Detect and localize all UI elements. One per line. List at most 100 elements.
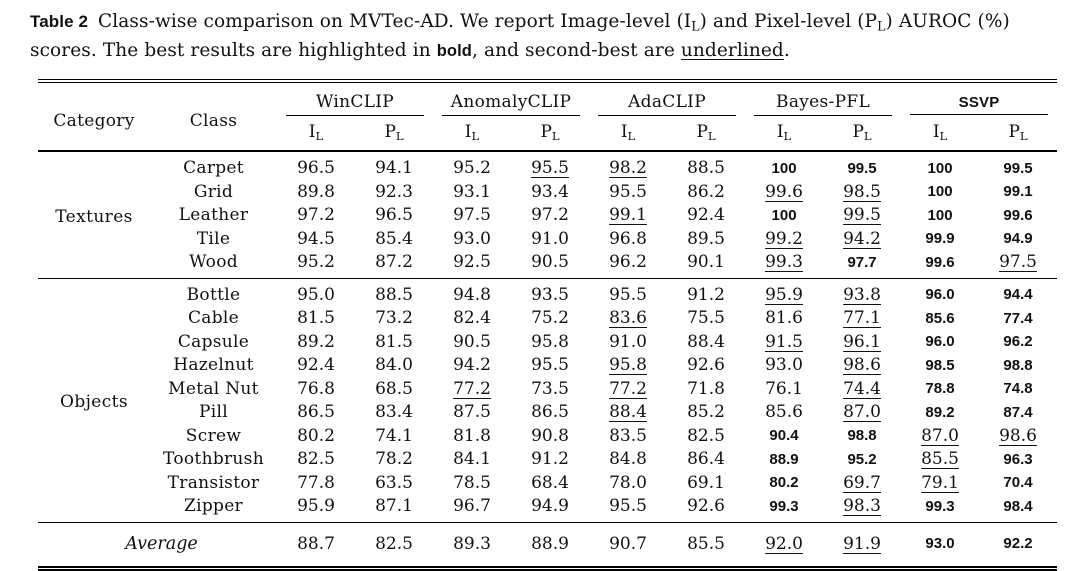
column-header-pl-2: PL bbox=[667, 116, 745, 151]
metric-cell: 91.0 bbox=[531, 228, 569, 249]
metric-cell: 98.5 bbox=[925, 356, 955, 374]
column-header-pl-3: PL bbox=[823, 116, 901, 151]
class-label: Carpet bbox=[183, 158, 244, 179]
metric-subscript: L bbox=[783, 129, 792, 144]
metric-cell: 99.3 bbox=[765, 252, 803, 273]
metric-cell: 77.2 bbox=[453, 378, 491, 399]
metric-cell: 88.4 bbox=[687, 331, 725, 352]
metric-cell: 94.1 bbox=[375, 158, 413, 179]
metric-cell: 99.9 bbox=[925, 230, 955, 248]
metric-letter: P bbox=[852, 122, 864, 143]
metric-cell: 89.5 bbox=[687, 228, 725, 249]
metric-cell: 97.5 bbox=[999, 252, 1037, 273]
metric-cell: 94.9 bbox=[1003, 230, 1033, 248]
metric-cell: 75.5 bbox=[687, 308, 725, 329]
metric-letter: I bbox=[776, 122, 784, 143]
metric-cell: 76.8 bbox=[297, 378, 335, 399]
class-label: Metal Nut bbox=[168, 378, 259, 399]
column-header-il-4: IL bbox=[901, 116, 979, 151]
average-section: Average 88.7 82.5 89.3 88.9 90.7 85.5 92.0 91.9 9… bbox=[38, 522, 1057, 568]
metric-cell: 96.2 bbox=[1003, 333, 1033, 351]
metric-subscript: L bbox=[707, 129, 716, 144]
metric-cell: 93.1 bbox=[453, 181, 491, 202]
header-metric-row: IL PL IL PL IL PL IL PL IL PL bbox=[38, 116, 1057, 151]
metric-cell: 99.1 bbox=[1003, 183, 1033, 201]
metric-cell: 99.6 bbox=[925, 253, 955, 271]
group-underline-rule bbox=[442, 115, 581, 117]
metric-cell: 95.2 bbox=[297, 252, 335, 273]
metric-subscript: L bbox=[863, 129, 872, 144]
average-metric-cell: 93.0 bbox=[925, 535, 955, 553]
column-header-il-3: IL bbox=[745, 116, 823, 151]
method-group-header-winclip: WinCLIP bbox=[277, 81, 433, 117]
metric-letter: I bbox=[620, 122, 628, 143]
metric-cell: 98.2 bbox=[609, 158, 647, 179]
metric-cell: 100 bbox=[771, 159, 797, 177]
metric-cell: 92.3 bbox=[375, 181, 413, 202]
metric-cell: 73.2 bbox=[375, 308, 413, 329]
metric-cell: 99.6 bbox=[765, 181, 803, 202]
class-label: Screw bbox=[185, 425, 242, 446]
table-header: Category Class WinCLIP AnomalyCLIP AdaCLIP… bbox=[38, 81, 1057, 152]
metric-cell: 87.5 bbox=[453, 402, 491, 423]
metric-cell: 89.2 bbox=[925, 403, 955, 421]
metric-cell: 89.2 bbox=[297, 331, 335, 352]
metric-cell: 78.8 bbox=[925, 380, 955, 398]
group-underline-rule bbox=[598, 115, 737, 117]
table-row: Toothbrush 82.5 78.2 84.1 91.2 84.8 86.4 88.9 95… bbox=[38, 447, 1057, 471]
metric-cell: 90.1 bbox=[687, 252, 725, 273]
section-textures: Textures Carpet 96.5 94.1 95.2 95.5 98.2 88.5 10… bbox=[38, 151, 1057, 279]
metric-cell: 71.8 bbox=[687, 378, 725, 399]
metric-cell: 92.6 bbox=[687, 496, 725, 517]
method-name: AdaCLIP bbox=[628, 92, 706, 113]
metric-cell: 87.1 bbox=[375, 496, 413, 517]
metric-subscript: L bbox=[939, 129, 948, 144]
average-metric-cell: 85.5 bbox=[687, 533, 725, 554]
metric-cell: 77.1 bbox=[843, 308, 881, 329]
table-row: Transistor 77.8 63.5 78.5 68.4 78.0 69.1 80.2 69… bbox=[38, 471, 1057, 495]
metric-cell: 82.5 bbox=[297, 449, 335, 470]
average-metric-cell: 92.2 bbox=[1003, 535, 1033, 553]
metric-cell: 95.9 bbox=[297, 496, 335, 517]
metric-cell: 99.5 bbox=[843, 205, 881, 226]
class-label: Tile bbox=[196, 228, 231, 249]
table-row: Cable 81.5 73.2 82.4 75.2 83.6 75.5 81.6 77.1 85.… bbox=[38, 306, 1057, 330]
class-label: Bottle bbox=[186, 284, 241, 305]
method-group-header-bayes-pfl: Bayes-PFL bbox=[745, 81, 901, 117]
metric-cell: 84.8 bbox=[609, 449, 647, 470]
metric-cell: 78.5 bbox=[453, 472, 491, 493]
metric-subscript: L bbox=[551, 129, 560, 144]
average-row: Average 88.7 82.5 89.3 88.9 90.7 85.5 92.0 91.9 9… bbox=[38, 522, 1057, 568]
metric-cell: 85.5 bbox=[921, 449, 959, 470]
metric-cell: 93.8 bbox=[843, 284, 881, 305]
metric-cell: 86.2 bbox=[687, 181, 725, 202]
metric-cell: 99.5 bbox=[1003, 159, 1033, 177]
metric-cell: 99.2 bbox=[765, 228, 803, 249]
metric-cell: 96.5 bbox=[375, 205, 413, 226]
metric-cell: 93.5 bbox=[531, 284, 569, 305]
metric-cell: 91.5 bbox=[765, 331, 803, 352]
metric-cell: 74.1 bbox=[375, 425, 413, 446]
category-label: Textures bbox=[55, 207, 133, 228]
metric-cell: 78.0 bbox=[609, 472, 647, 493]
metric-cell: 85.6 bbox=[925, 309, 955, 327]
table-row: Wood 95.2 87.2 92.5 90.5 96.2 90.1 99.3 97.7 99.6… bbox=[38, 250, 1057, 278]
metric-cell: 93.4 bbox=[531, 181, 569, 202]
metric-letter: P bbox=[384, 122, 396, 143]
metric-cell: 83.6 bbox=[609, 308, 647, 329]
column-header-il-1: IL bbox=[433, 116, 511, 151]
group-underline-rule bbox=[754, 115, 893, 117]
metric-cell: 92.4 bbox=[297, 355, 335, 376]
metric-cell: 95.2 bbox=[847, 450, 877, 468]
metric-cell: 81.5 bbox=[375, 331, 413, 352]
metric-cell: 77.2 bbox=[609, 378, 647, 399]
metric-cell: 96.3 bbox=[1003, 450, 1033, 468]
metric-cell: 95.5 bbox=[531, 355, 569, 376]
caption-text-1: Class-wise comparison on MVTec-AD. We re… bbox=[98, 11, 692, 32]
results-table: Category Class WinCLIP AnomalyCLIP AdaCLIP… bbox=[38, 79, 1057, 571]
metric-cell: 90.8 bbox=[531, 425, 569, 446]
metric-cell: 87.0 bbox=[921, 425, 959, 446]
metric-cell: 100 bbox=[927, 159, 953, 177]
metric-cell: 79.1 bbox=[921, 472, 959, 493]
